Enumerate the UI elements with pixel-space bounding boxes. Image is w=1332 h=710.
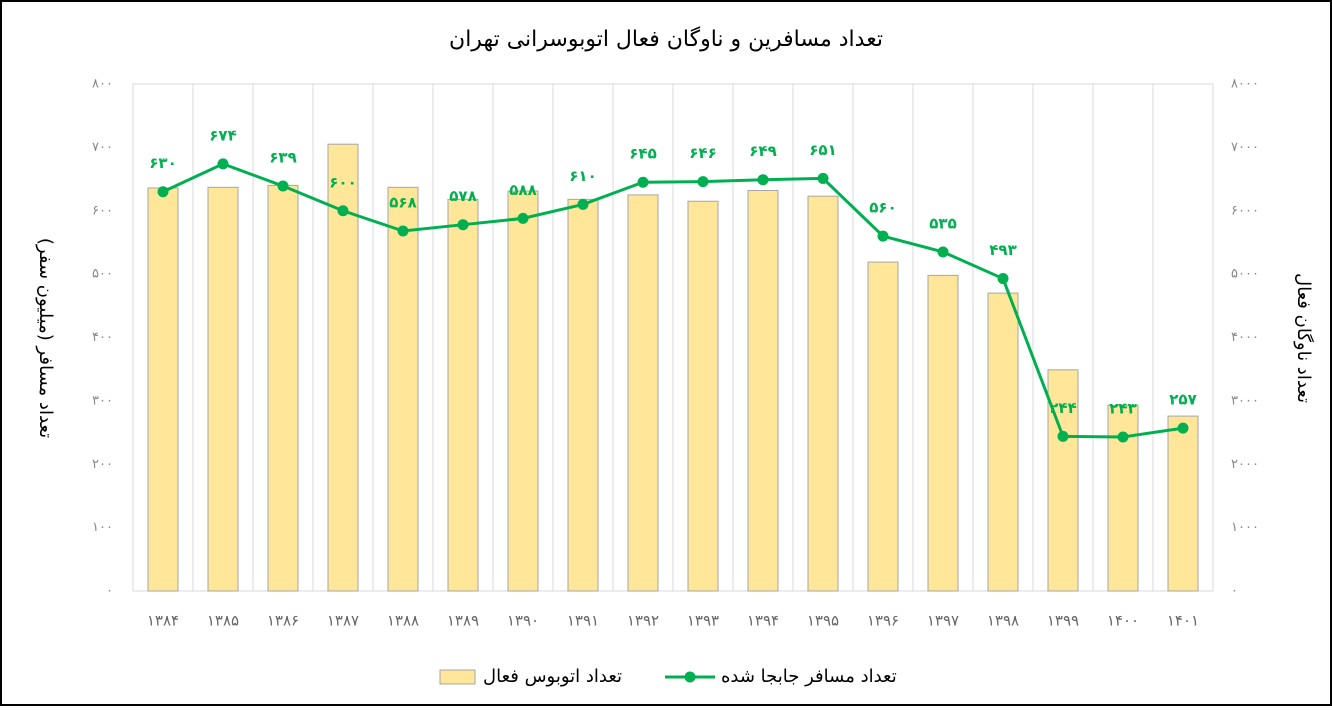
data-label: ۶۴۹: [749, 142, 776, 160]
x-tick-label: ۱۳۹۲: [627, 612, 659, 630]
data-label: ۲۵۷: [1169, 391, 1196, 409]
y2-tick-label: ۷۰۰۰: [1231, 140, 1259, 155]
data-label: ۵۳۵: [929, 214, 956, 232]
x-tick-label: ۱۳۹۵: [807, 612, 839, 630]
x-tick-label: ۱۳۸۹: [447, 612, 479, 630]
line-marker: [757, 174, 769, 186]
legend-marker: [684, 671, 696, 683]
bar: [867, 261, 899, 592]
x-tick-label: ۱۳۹۹: [1047, 612, 1079, 630]
data-label: ۲۴۴: [1049, 399, 1076, 417]
line: [162, 162, 1184, 439]
y-tick-label: ۱۰۰: [92, 520, 113, 535]
data-label: ۶۳۹: [269, 149, 296, 167]
bar: [267, 184, 299, 592]
y-tick-label: ۰: [106, 584, 113, 599]
bar: [807, 195, 839, 592]
bar: [1167, 415, 1199, 592]
line-marker: [697, 176, 709, 188]
plot-border: [132, 83, 1214, 592]
y-tick-label: ۸۰۰: [92, 77, 113, 92]
bar: [147, 187, 179, 592]
bar: [687, 200, 719, 592]
line-marker: [397, 225, 409, 237]
bar: [627, 194, 659, 592]
y2-tick-label: ۲۰۰۰: [1231, 457, 1259, 472]
data-label: ۶۳۰: [149, 154, 176, 172]
x-tick-label: ۱۳۸۵: [207, 612, 239, 630]
legend-swatch: [439, 669, 476, 685]
x-tick-label: ۱۳۹۶: [867, 612, 899, 630]
y-tick-label: ۷۰۰: [92, 140, 113, 155]
bar: [207, 186, 239, 592]
line-marker: [877, 230, 889, 242]
data-label: ۵۶۰: [869, 199, 896, 217]
x-tick-label: ۱۳۸۴: [147, 612, 179, 630]
line-marker: [337, 205, 349, 217]
data-label: ۵۸۸: [509, 181, 536, 199]
data-label: ۶۴۵: [629, 145, 656, 163]
line-marker: [457, 219, 469, 231]
data-label: ۲۴۳: [1109, 399, 1136, 417]
y2-tick-label: ۰: [1231, 584, 1238, 599]
bar: [927, 274, 959, 592]
bar: [747, 189, 779, 592]
line-marker: [1117, 431, 1129, 443]
line-marker: [1177, 422, 1189, 434]
y2-tick-label: ۸۰۰۰: [1231, 77, 1259, 92]
data-label: ۵۶۸: [389, 194, 416, 212]
data-label: ۶۵۱: [809, 141, 836, 159]
x-tick-label: ۱۳۸۶: [267, 612, 299, 630]
y2-tick-label: ۴۰۰۰: [1231, 330, 1259, 345]
x-tick-label: ۱۳۸۷: [327, 612, 359, 630]
x-tick-label: ۱۴۰۱: [1167, 612, 1199, 630]
line-marker: [937, 246, 949, 258]
bar: [387, 186, 419, 592]
data-label: ۶۱۰: [569, 167, 596, 185]
data-label: ۶۴۶: [689, 144, 716, 162]
line-marker: [157, 186, 169, 198]
y-axis-title: تعداد مسافر (میلیون سفر): [35, 238, 56, 438]
y-tick-label: ۲۰۰: [92, 457, 113, 472]
legend-label: تعداد اتوبوس فعال: [483, 666, 622, 687]
y-tick-label: ۵۰۰: [92, 267, 113, 282]
x-tick-label: ۱۴۰۰: [1107, 612, 1139, 630]
line-marker: [1057, 430, 1069, 442]
x-tick-label: ۱۳۹۸: [987, 612, 1019, 630]
data-label: ۶۷۴: [209, 126, 236, 144]
bar: [327, 143, 359, 592]
x-tick-label: ۱۳۹۳: [687, 612, 719, 630]
y2-axis-title: تعداد ناوگان فعال: [1293, 273, 1315, 403]
line-marker: [997, 273, 1009, 285]
line-marker: [217, 158, 229, 170]
y-tick-label: ۶۰۰: [92, 203, 113, 218]
x-tick-label: ۱۳۹۷: [927, 612, 959, 630]
y-tick-label: ۴۰۰: [92, 330, 113, 345]
y2-tick-label: ۳۰۰۰: [1231, 393, 1259, 408]
bar: [447, 198, 479, 592]
chart-title: تعداد مسافرین و ناوگان فعال اتوبوسرانی ت…: [449, 26, 883, 52]
x-tick-label: ۱۳۹۴: [747, 612, 779, 630]
line-marker: [577, 198, 589, 210]
y2-tick-label: ۱۰۰۰: [1231, 520, 1259, 535]
bar: [567, 198, 599, 592]
bar: [507, 190, 539, 592]
line-marker: [637, 176, 649, 188]
y-tick-label: ۳۰۰: [92, 393, 113, 408]
line-marker: [277, 180, 289, 192]
y2-tick-label: ۶۰۰۰: [1231, 203, 1259, 218]
y2-tick-label: ۵۰۰۰: [1231, 267, 1259, 282]
x-tick-label: ۱۳۹۱: [567, 612, 599, 630]
x-tick-label: ۱۳۹۰: [507, 612, 539, 630]
legend-label: تعداد مسافر جابجا شده: [721, 666, 897, 687]
line-marker: [517, 212, 529, 224]
x-tick-label: ۱۳۸۸: [387, 612, 419, 630]
line-marker: [817, 172, 829, 184]
bar: [987, 292, 1019, 592]
data-label: ۵۷۸: [449, 187, 476, 205]
data-label: ۴۹۳: [989, 241, 1016, 259]
data-label: ۶۰۰: [329, 173, 356, 191]
